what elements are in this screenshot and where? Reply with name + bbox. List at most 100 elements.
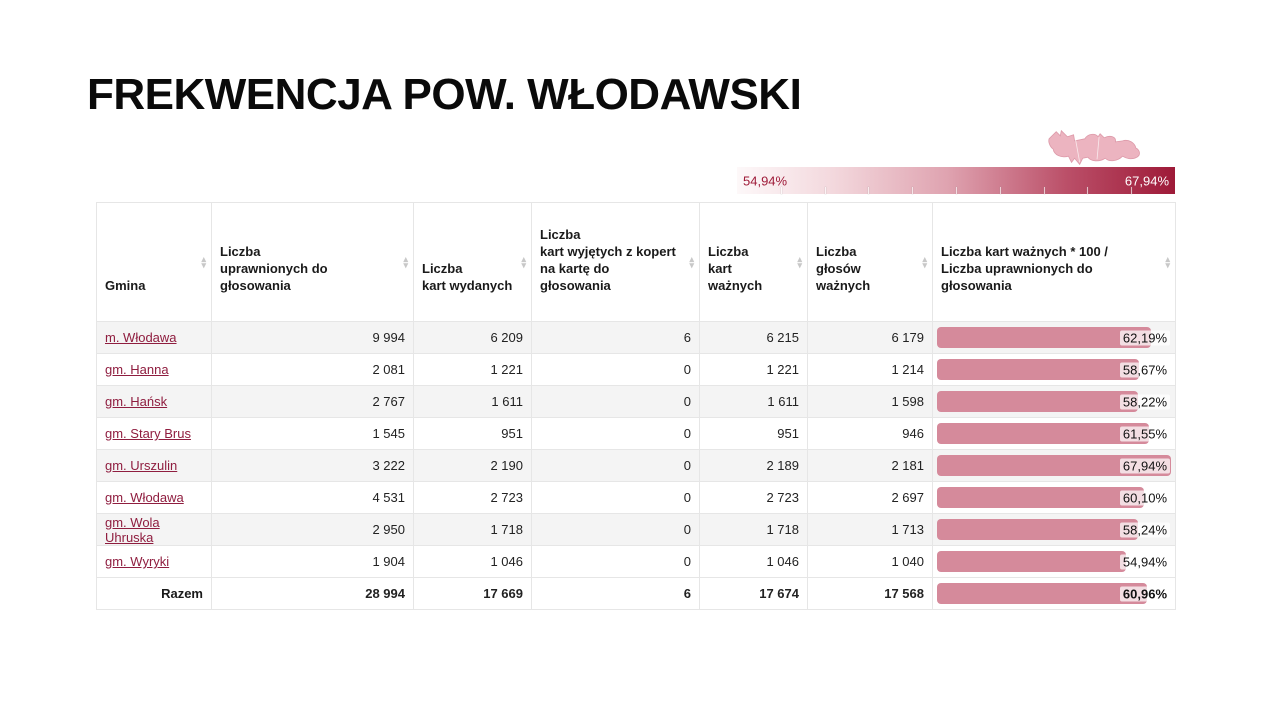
table-row: gm. Urszulin 3 222 2 190 0 2 189 2 181 6… xyxy=(96,449,1176,482)
numeric-cell: 0 xyxy=(531,353,700,386)
table-header: Gmina ▴ ▾ Liczba uprawnionych do głosowan… xyxy=(96,202,1176,322)
legend-max-label: 67,94% xyxy=(1124,173,1169,188)
gmina-cell: gm. Włodawa xyxy=(96,481,212,514)
footer-turnout-bar xyxy=(937,583,1147,604)
turnout-bar-cell: 67,94% xyxy=(932,449,1176,482)
turnout-bar xyxy=(937,391,1138,412)
turnout-bar xyxy=(937,455,1171,476)
gmina-link[interactable]: gm. Hańsk xyxy=(105,394,168,409)
turnout-percent-label: 58,67% xyxy=(1119,362,1170,377)
header-frekwencja[interactable]: Liczba kart ważnych * 100 / Liczba upraw… xyxy=(932,202,1176,322)
table-row: gm. Wyryki 1 904 1 046 0 1 046 1 040 54,… xyxy=(96,545,1176,578)
gmina-link[interactable]: gm. Stary Brus xyxy=(105,426,191,441)
numeric-cell: 1 046 xyxy=(699,545,808,578)
gmina-cell: gm. Hańsk xyxy=(96,385,212,418)
numeric-cell: 951 xyxy=(699,417,808,450)
turnout-bar xyxy=(937,519,1138,540)
numeric-cell: 1 718 xyxy=(413,513,532,546)
table-footer: Razem 28 994 17 669 6 17 674 17 568 60,9… xyxy=(96,577,1176,610)
gmina-link[interactable]: gm. Hanna xyxy=(105,362,169,377)
numeric-cell: 1 611 xyxy=(413,385,532,418)
numeric-cell: 0 xyxy=(531,449,700,482)
numeric-cell: 17 669 xyxy=(413,577,532,610)
turnout-bar-cell: 60,96% xyxy=(932,577,1176,610)
turnout-percent-label: 60,96% xyxy=(1119,586,1170,601)
header-label: Gmina xyxy=(105,278,146,293)
table-row: gm. Włodawa 4 531 2 723 0 2 723 2 697 60… xyxy=(96,481,1176,514)
numeric-cell: 2 723 xyxy=(699,481,808,514)
header-glosy-wazne[interactable]: Liczba głosów ważnych ▴ ▾ xyxy=(807,202,933,322)
numeric-cell: 6 xyxy=(531,577,700,610)
header-label: Liczba kart ważnych xyxy=(708,244,763,293)
sort-icon[interactable]: ▴ ▾ xyxy=(1165,254,1170,270)
numeric-cell: 2 723 xyxy=(413,481,532,514)
header-label: Liczba głosów ważnych xyxy=(816,244,871,293)
turnout-percent-label: 60,10% xyxy=(1119,490,1170,505)
numeric-cell: 2 950 xyxy=(211,513,414,546)
numeric-cell: 0 xyxy=(531,513,700,546)
numeric-cell: 1 221 xyxy=(413,353,532,386)
turnout-bar-cell: 58,67% xyxy=(932,353,1176,386)
sort-icon[interactable]: ▴ ▾ xyxy=(201,254,206,270)
gmina-link[interactable]: m. Włodawa xyxy=(105,330,177,345)
numeric-cell: 1 713 xyxy=(807,513,933,546)
gmina-link[interactable]: gm. Urszulin xyxy=(105,458,178,473)
numeric-cell: 0 xyxy=(531,417,700,450)
turnout-gradient-legend: 54,94% 67,94% xyxy=(737,167,1175,194)
gmina-cell: gm. Wola Uhruska xyxy=(96,513,212,546)
turnout-table: Gmina ▴ ▾ Liczba uprawnionych do głosowan… xyxy=(96,202,1176,610)
table-body: m. Włodawa 9 994 6 209 6 6 215 6 179 62,… xyxy=(96,321,1176,578)
totals-label: Razem xyxy=(96,577,212,610)
numeric-cell: 28 994 xyxy=(211,577,414,610)
gmina-cell: gm. Urszulin xyxy=(96,449,212,482)
table-row: m. Włodawa 9 994 6 209 6 6 215 6 179 62,… xyxy=(96,321,1176,354)
legend-ticks xyxy=(737,187,1175,194)
numeric-cell: 946 xyxy=(807,417,933,450)
numeric-cell: 0 xyxy=(531,385,700,418)
numeric-cell: 1 046 xyxy=(413,545,532,578)
numeric-cell: 4 531 xyxy=(211,481,414,514)
turnout-bar-cell: 54,94% xyxy=(932,545,1176,578)
numeric-cell: 1 598 xyxy=(807,385,933,418)
gmina-link[interactable]: gm. Włodawa xyxy=(105,490,184,505)
header-karty-z-kopert[interactable]: Liczba kart wyjętych z kopert na kartę d… xyxy=(531,202,700,322)
turnout-bar xyxy=(937,487,1144,508)
turnout-bar-cell: 61,55% xyxy=(932,417,1176,450)
header-gmina[interactable]: Gmina ▴ ▾ xyxy=(96,202,212,322)
sort-icon[interactable]: ▴ ▾ xyxy=(797,254,802,270)
header-karty-wazne[interactable]: Liczba kart ważnych ▴ ▾ xyxy=(699,202,808,322)
turnout-percent-label: 58,22% xyxy=(1119,394,1170,409)
gmina-link[interactable]: gm. Wyryki xyxy=(105,554,170,569)
gmina-cell: gm. Wyryki xyxy=(96,545,212,578)
numeric-cell: 17 568 xyxy=(807,577,933,610)
turnout-bar-cell: 58,24% xyxy=(932,513,1176,546)
table-row: gm. Hanna 2 081 1 221 0 1 221 1 214 58,6… xyxy=(96,353,1176,386)
numeric-cell: 2 697 xyxy=(807,481,933,514)
turnout-bar xyxy=(937,551,1127,572)
numeric-cell: 1 611 xyxy=(699,385,808,418)
header-label: Liczba kart wyjętych z kopert na kartę d… xyxy=(540,227,676,293)
sort-icon[interactable]: ▴ ▾ xyxy=(689,254,694,270)
numeric-cell: 1 221 xyxy=(699,353,808,386)
gmina-link[interactable]: gm. Wola Uhruska xyxy=(105,514,160,545)
sort-icon[interactable]: ▴ ▾ xyxy=(403,254,408,270)
numeric-cell: 1 545 xyxy=(211,417,414,450)
page-title: FREKWENCJA POW. WŁODAWSKI xyxy=(87,70,802,119)
table-row: gm. Hańsk 2 767 1 611 0 1 611 1 598 58,2… xyxy=(96,385,1176,418)
turnout-bar-cell: 58,22% xyxy=(932,385,1176,418)
header-karty-wydane[interactable]: Liczba kart wydanych ▴ ▾ xyxy=(413,202,532,322)
turnout-percent-label: 67,94% xyxy=(1119,458,1170,473)
gmina-cell: m. Włodawa xyxy=(96,321,212,354)
sort-icon[interactable]: ▴ ▾ xyxy=(521,254,526,270)
totals-row: Razem 28 994 17 669 6 17 674 17 568 60,9… xyxy=(96,577,1176,610)
numeric-cell: 2 081 xyxy=(211,353,414,386)
numeric-cell: 2 189 xyxy=(699,449,808,482)
turnout-bar xyxy=(937,359,1140,380)
numeric-cell: 1 904 xyxy=(211,545,414,578)
numeric-cell: 1 040 xyxy=(807,545,933,578)
numeric-cell: 2 767 xyxy=(211,385,414,418)
turnout-percent-label: 58,24% xyxy=(1119,522,1170,537)
sort-icon[interactable]: ▴ ▾ xyxy=(922,254,927,270)
gmina-cell: gm. Hanna xyxy=(96,353,212,386)
header-uprawnieni[interactable]: Liczba uprawnionych do głosowania ▴ ▾ xyxy=(211,202,414,322)
